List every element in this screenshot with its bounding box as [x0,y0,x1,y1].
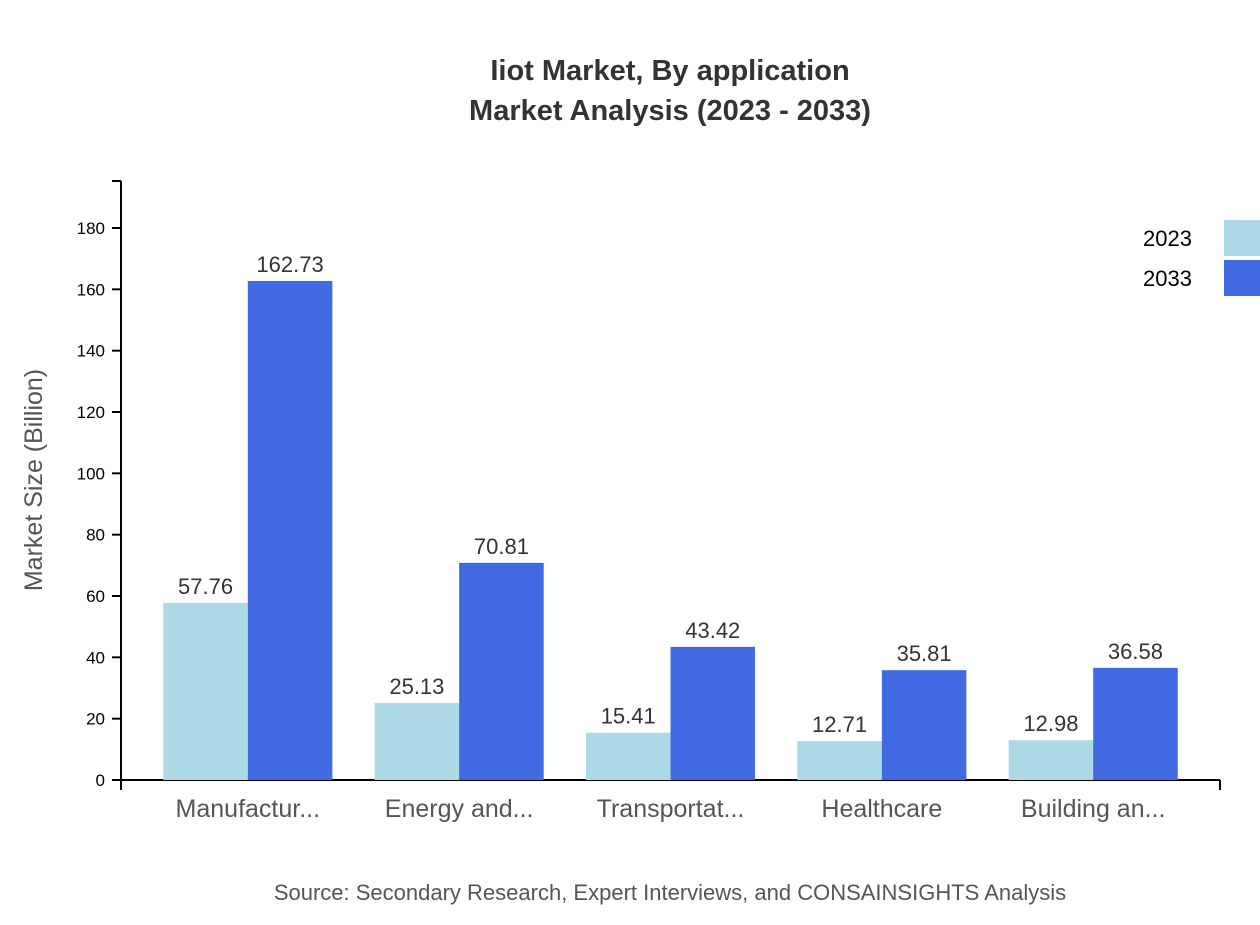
y-tick-label: 140 [77,342,105,361]
chart-subtitle: Market Analysis (2023 - 2033) [469,95,871,127]
bar-2033 [670,646,756,780]
y-tick-label: 60 [86,587,105,606]
data-label: 57.76 [178,574,233,599]
y-tick-label: 20 [86,710,105,729]
data-label: 12.71 [812,712,867,737]
y-tick-label: 120 [77,403,105,422]
data-label: 43.42 [685,618,740,643]
y-tick-label: 180 [77,219,105,238]
data-label: 162.73 [256,252,323,277]
bar-2023 [1008,740,1094,780]
legend-label: 2023 [1143,226,1192,251]
bar-2023 [163,602,248,780]
y-tick-label: 40 [86,648,105,667]
bar-2023 [585,732,671,780]
legend-swatch-2033 [1224,260,1260,296]
data-label: 70.81 [474,534,529,559]
source-note: Source: Secondary Research, Expert Inter… [274,880,1066,905]
x-tick-label: Manufactur... [176,795,321,823]
chart-title: Iiot Market, By application [490,55,849,87]
y-tick-label: 0 [96,771,105,790]
y-tick-label: 80 [86,526,105,545]
data-label: 35.81 [897,641,952,666]
legend-swatch-2023 [1224,220,1260,256]
y-tick-label: 160 [77,280,105,299]
data-label: 12.98 [1023,711,1078,736]
bar-2023 [374,702,460,780]
x-tick-label: Energy and... [385,795,534,823]
bar-2033 [459,562,544,780]
y-axis-label: Market Size (Billion) [20,369,48,591]
y-tick-label: 100 [77,464,105,483]
legend-label: 2033 [1143,266,1192,291]
bar-2033 [247,280,333,780]
bar-2033 [881,670,967,780]
bar-2023 [797,741,882,780]
x-tick-label: Healthcare [821,795,942,823]
data-label: 25.13 [389,674,444,699]
x-tick-label: Building an... [1021,795,1166,823]
data-label: 15.41 [601,704,656,729]
data-label: 36.58 [1108,639,1163,664]
x-tick-label: Transportat... [597,795,745,823]
bar-2033 [1093,667,1178,780]
